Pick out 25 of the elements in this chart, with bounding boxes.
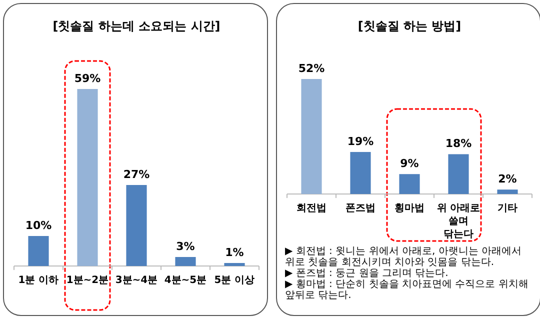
x-tick-label: 위 아래로 쓸며 닦는다 [436,203,480,240]
text: ▶ 횡마법 : 단순히 칫솔을 치아표면에 수직으로 위치해 앞뒤로 닦는다. [285,279,530,301]
chart-title: [칫솔질 하는 방법] [358,19,462,33]
data-label: 27% [123,168,150,181]
x-tick-label: 1분 이하 [18,275,59,286]
data-label: 3% [176,240,195,253]
x-tick-label: 회전법 [296,203,326,214]
data-label: 9% [400,157,419,170]
text: ▶ 폰즈법 : 둥근 원을 그리며 닦는다. [285,268,450,279]
x-tick-label: 4분~5분 [164,275,207,286]
data-label: 10% [25,219,52,232]
data-label: 52% [298,62,325,75]
x-tick-label: 폰즈법 [346,203,376,214]
x-tick-label: 횡마법 [394,203,424,214]
x-tick-label: 3분~4분 [115,275,158,286]
x-tick-label: 5분 이상 [214,275,255,286]
data-label: 19% [347,134,374,148]
data-label: 2% [498,172,517,186]
text: ▶ 회전법 : 윗니는 위에서 아래로, 아랫니는 아래에서 위로 칫솔을 회전시키며 치아와 잇몸을 닦는다. [285,246,522,268]
data-label: 18% [445,137,472,150]
chart-title: [칫솔질 하는데 소요되는 시간] [52,19,220,33]
x-tick-label: 기타 [498,203,518,214]
x-tick-label: 1분~2분 [66,275,109,286]
data-label: 1% [225,246,244,259]
data-label: 59% [74,72,101,85]
